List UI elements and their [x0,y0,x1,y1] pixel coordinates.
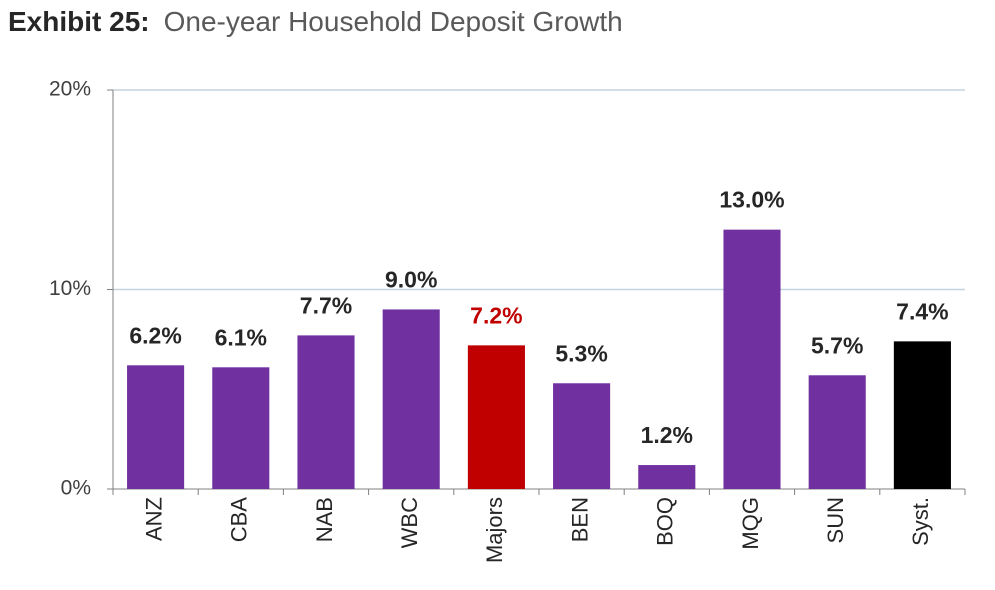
y-tick-label: 20% [49,78,91,101]
x-tick-label: ANZ [141,497,166,541]
x-tick-label: WBC [397,497,422,548]
bar [808,375,866,489]
bar [382,309,440,489]
bar [723,229,781,489]
value-label: 6.2% [129,322,181,348]
value-label: 9.0% [385,267,437,293]
value-label: 7.4% [896,298,948,324]
value-label: 7.7% [300,292,352,318]
bar [893,341,951,489]
bar [467,345,525,489]
value-label: 6.1% [215,324,267,350]
x-tick-label: BOQ [653,497,678,546]
y-tick-label: 10% [49,277,91,300]
value-label: 7.2% [470,302,522,328]
y-tick-label: 0% [61,477,91,500]
bar [297,335,355,489]
x-tick-label: NAB [312,497,337,542]
value-label: 5.3% [555,340,607,366]
x-tick-label: Syst. [908,497,933,546]
title-text: One-year Household Deposit Growth [164,6,623,37]
value-label: 5.7% [811,332,863,358]
x-tick-label: SUN [823,497,848,543]
chart-title: Exhibit 25: One-year Household Deposit Gr… [8,6,623,37]
bar [553,383,611,489]
x-tick-label: BEN [567,497,592,542]
x-tick-label: CBA [227,497,252,543]
x-tick-label: Majors [482,497,507,563]
x-tick-label: MQG [738,497,763,550]
value-label: 13.0% [719,187,784,213]
exhibit-label: Exhibit 25: [8,6,150,37]
bar [212,367,270,489]
bar [127,365,185,489]
bar [638,465,696,489]
value-label: 1.2% [641,422,693,448]
